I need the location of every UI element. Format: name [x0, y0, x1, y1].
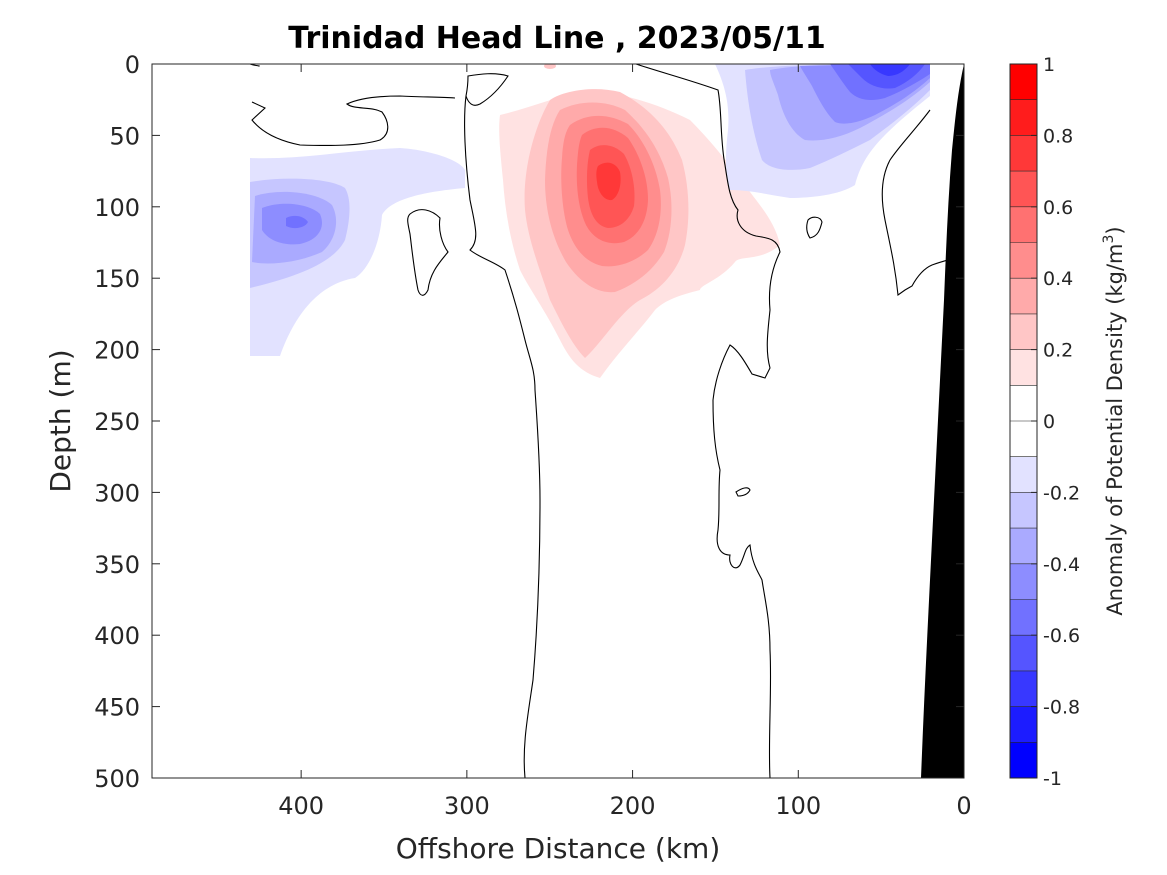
- zero-contour-east-north: [635, 64, 781, 778]
- y-tick-label: 100: [94, 194, 140, 222]
- colorbar-cell: [1010, 528, 1037, 564]
- colorbar-cell: [1010, 99, 1037, 136]
- y-tick-label: 500: [94, 765, 140, 793]
- contour-fill-center-surface-patch: [544, 64, 556, 69]
- colorbar-cell: [1010, 492, 1037, 529]
- colorbar-cell: [1010, 206, 1037, 243]
- contour-fill-center-level-7: [596, 162, 621, 201]
- colorbar-tick-label: 0.8: [1043, 125, 1073, 147]
- colorbar-cell: [1010, 670, 1037, 707]
- colorbar-cell: [1010, 242, 1037, 279]
- zero-contour-shelf: [881, 109, 956, 296]
- colorbar-cell: [1010, 64, 1037, 100]
- colorbar-tick-label: -1: [1043, 768, 1062, 790]
- colorbar-cell: [1010, 599, 1037, 636]
- y-tick-label: 450: [94, 694, 140, 722]
- colorbar-tick-label: 0: [1043, 411, 1055, 433]
- colorbar-ticks: 1 0.8 0.6 0.4 0.2 0 -0.2 -0.4 -0.6 -0.8 -1: [1031, 54, 1080, 790]
- x-axis-label: Offshore Distance (km): [396, 832, 721, 865]
- colorbar-cell: [1010, 135, 1037, 172]
- zero-contour-offshore-shallow: [251, 95, 456, 147]
- colorbar-cell: [1010, 742, 1037, 778]
- colorbar-cell: [1010, 635, 1037, 671]
- colorbar-tick-label: 0.4: [1043, 268, 1073, 290]
- zero-contour-east-small-loop: [735, 487, 751, 497]
- colorbar-cell: [1010, 349, 1037, 386]
- contour-fill-nearshore-level-7: [870, 64, 910, 76]
- zero-contour-center-west-deep: [464, 95, 541, 778]
- colorbar-label-close: ): [1103, 226, 1127, 234]
- colorbar-cells: [1010, 64, 1037, 778]
- colorbar-cell: [1010, 421, 1037, 457]
- colorbar-tick-label: -0.8: [1043, 697, 1080, 719]
- colorbar-cell: [1010, 706, 1037, 743]
- x-axis-ticks: 400 300 200 100 0: [278, 64, 972, 820]
- contour-fill-nearshore-level-6: [848, 64, 925, 89]
- contour-fill-offshore-level-5: [286, 215, 308, 229]
- zero-contours: [249, 64, 956, 778]
- x-tick-label: 100: [775, 792, 821, 820]
- colorbar-cell: [1010, 563, 1037, 600]
- colorbar-tick-label: -0.4: [1043, 554, 1080, 576]
- colorbar-cell: [1010, 313, 1037, 350]
- colorbar-tick-label: 1: [1043, 54, 1055, 76]
- y-tick-label: 250: [94, 408, 140, 436]
- colorbar-tick-label: -0.2: [1043, 482, 1080, 504]
- colorbar-label-text: Anomaly of Potential Density (kg/m: [1103, 244, 1127, 616]
- y-tick-label: 150: [94, 265, 140, 293]
- colorbar-cell: [1010, 456, 1037, 493]
- plot-area: 400 300 200 100 0 0 50 100 150 200 250 300 350 400 45…: [94, 51, 971, 820]
- colorbar-cell: [1010, 171, 1037, 207]
- colorbar-label-superscript: 3: [1101, 235, 1117, 244]
- y-tick-label: 300: [94, 479, 140, 507]
- zero-contour-east-loop: [806, 216, 823, 239]
- colorbar-cell: [1010, 385, 1037, 421]
- y-axis-ticks: 0 50 100 150 200 250 300 350 400 450 500: [94, 51, 964, 793]
- x-tick-label: 200: [610, 792, 656, 820]
- colorbar-label: Anomaly of Potential Density (kg/m3): [1101, 226, 1127, 615]
- x-tick-label: 0: [956, 792, 971, 820]
- chart-title: Trinidad Head Line , 2023/05/11: [288, 21, 825, 56]
- bathymetry-seafloor: [921, 64, 964, 778]
- y-tick-label: 200: [94, 337, 140, 365]
- zero-contour-center-west: [465, 73, 509, 106]
- colorbar-tick-label: -0.6: [1043, 625, 1080, 647]
- zero-contour-subsurface-loop: [407, 209, 449, 296]
- contour-fills: [249, 64, 956, 778]
- y-tick-label: 0: [125, 51, 140, 79]
- x-tick-label: 300: [444, 792, 490, 820]
- colorbar-tick-label: 0.2: [1043, 340, 1073, 362]
- y-axis-label: Depth (m): [44, 349, 77, 492]
- y-tick-label: 350: [94, 551, 140, 579]
- colorbar-tick-label: 0.6: [1043, 197, 1073, 219]
- colorbar: 1 0.8 0.6 0.4 0.2 0 -0.2 -0.4 -0.6 -0.8 -1 Anomaly…: [1009, 54, 1127, 790]
- colorbar-cell: [1010, 278, 1037, 314]
- y-tick-label: 400: [94, 622, 140, 650]
- x-tick-label: 400: [278, 792, 324, 820]
- y-tick-label: 50: [109, 122, 140, 150]
